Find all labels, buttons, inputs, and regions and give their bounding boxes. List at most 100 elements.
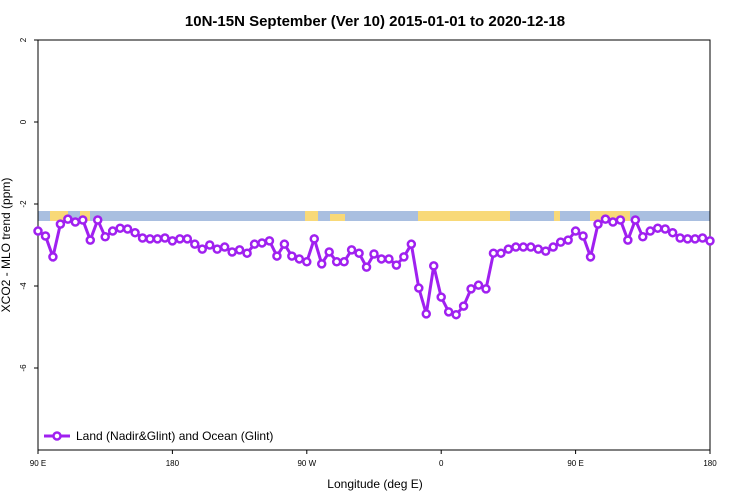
y-tick-label: 0 xyxy=(19,119,28,124)
data-point xyxy=(70,217,81,227)
data-point xyxy=(630,215,641,225)
legend-label: Land (Nadir&Glint) and Ocean (Glint) xyxy=(76,429,273,443)
y-tick-label: 2 xyxy=(19,37,28,42)
data-point xyxy=(675,233,685,243)
data-point xyxy=(481,284,491,294)
data-point xyxy=(645,226,656,236)
data-point xyxy=(503,244,514,254)
data-point xyxy=(443,307,454,317)
chart-title: 10N-15N September (Ver 10) 2015-01-01 to… xyxy=(185,13,565,30)
data-point xyxy=(578,231,588,241)
data-point xyxy=(511,242,521,252)
data-point xyxy=(316,259,327,269)
data-point xyxy=(436,292,446,302)
data-point xyxy=(384,254,394,264)
data-point xyxy=(458,301,469,311)
data-point xyxy=(92,215,103,225)
x-tick-label: 90 E xyxy=(567,459,583,468)
data-point xyxy=(667,227,678,238)
data-point xyxy=(197,244,208,254)
data-point xyxy=(399,252,409,262)
data-point xyxy=(130,227,140,238)
data-point xyxy=(242,248,252,258)
data-point xyxy=(78,215,88,225)
data-point xyxy=(48,252,58,262)
data-point xyxy=(302,257,312,267)
land-patch xyxy=(305,211,318,221)
data-point xyxy=(369,249,379,259)
data-point xyxy=(219,242,230,252)
data-point xyxy=(652,223,663,233)
data-point xyxy=(466,284,476,294)
data-point xyxy=(309,234,320,244)
data-point xyxy=(160,233,170,243)
x-tick-label: 90 W xyxy=(297,459,316,468)
data-point xyxy=(346,245,357,255)
data-point xyxy=(107,226,118,236)
data-point xyxy=(660,224,670,234)
data-point xyxy=(615,215,626,225)
data-point xyxy=(548,242,558,252)
data-point xyxy=(585,252,596,262)
data-point xyxy=(122,224,133,234)
data-point xyxy=(697,233,708,243)
data-point xyxy=(331,257,342,267)
data-point xyxy=(705,236,715,246)
data-point xyxy=(518,242,529,252)
data-point xyxy=(167,236,178,246)
data-point xyxy=(137,233,148,243)
data-point xyxy=(354,248,364,258)
data-point xyxy=(421,309,432,319)
data-point xyxy=(175,234,185,244)
data-point xyxy=(182,234,193,244)
data-point xyxy=(294,254,305,264)
data-point xyxy=(145,234,155,244)
data-point xyxy=(608,217,618,227)
legend-marker xyxy=(52,431,62,441)
y-tick-label: -4 xyxy=(19,282,28,290)
y-axis-label: XCO2 - MLO trend (ppm) xyxy=(0,178,13,313)
data-point xyxy=(339,257,349,267)
land-patch xyxy=(50,211,68,221)
data-point xyxy=(593,219,603,229)
land-patch xyxy=(554,211,560,221)
data-point xyxy=(555,237,566,247)
data-point xyxy=(570,226,581,236)
land-patch xyxy=(418,211,510,221)
y-tick-label: -2 xyxy=(19,200,28,208)
data-point xyxy=(63,214,73,224)
x-tick-label: 180 xyxy=(703,459,717,468)
data-point xyxy=(227,247,237,257)
data-point xyxy=(212,244,222,254)
data-point xyxy=(682,234,693,244)
data-point xyxy=(638,232,648,242)
data-point xyxy=(324,247,334,257)
data-point xyxy=(690,234,700,244)
x-tick-label: 90 E xyxy=(30,459,46,468)
data-point xyxy=(249,239,260,249)
x-tick-label: 180 xyxy=(166,459,180,468)
data-point xyxy=(85,235,96,245)
data-point xyxy=(33,226,43,236)
land-patch xyxy=(330,214,345,221)
data-point xyxy=(40,231,51,241)
data-point xyxy=(257,238,267,248)
data-point xyxy=(115,223,125,233)
data-point xyxy=(496,248,506,258)
data-point xyxy=(279,239,290,249)
data-point xyxy=(264,236,275,246)
data-point xyxy=(152,234,163,244)
data-point xyxy=(287,251,297,261)
data-point xyxy=(272,251,282,261)
data-point xyxy=(376,254,387,264)
data-point xyxy=(473,280,484,290)
data-point xyxy=(100,232,110,242)
data-point xyxy=(533,244,544,254)
data-point xyxy=(55,219,66,229)
data-point xyxy=(526,242,536,252)
ocean-band xyxy=(38,211,710,221)
data-point xyxy=(414,283,424,293)
data-point xyxy=(204,240,215,250)
data-point xyxy=(623,235,633,245)
